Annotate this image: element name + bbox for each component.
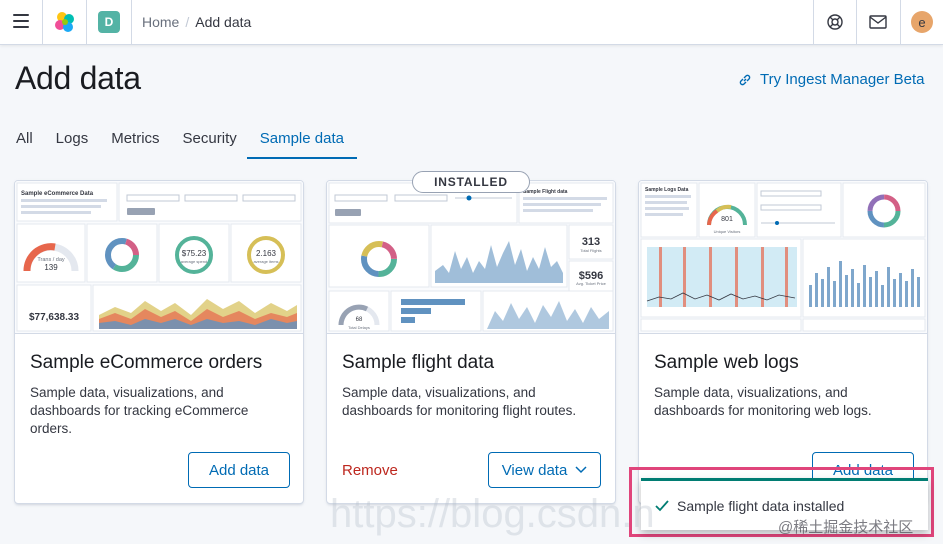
mail-icon[interactable] (868, 12, 888, 32)
button-label: Add data (832, 461, 894, 479)
breadcrumb-separator: / (185, 14, 190, 30)
view-flight-data-button[interactable]: View data (488, 452, 601, 488)
card-title: Sample web logs (654, 352, 799, 373)
ecommerce-donut2-caption: average items (253, 259, 278, 264)
user-avatar[interactable]: e (911, 11, 933, 33)
help-icon[interactable] (825, 12, 845, 32)
flight-preview-title: Sample Flight data (523, 189, 568, 195)
ecommerce-donut2-value: 2.163 (256, 249, 277, 258)
logs-dashboard-preview: Sample Logs Data 801 Unique Visitors (639, 181, 927, 334)
ecommerce-preview-title: Sample eCommerce Data (21, 191, 94, 197)
tab-security[interactable]: Security (182, 130, 237, 147)
logs-gauge-label: Unique Visitors (714, 229, 741, 234)
flight-gauge-label: Total Delays (348, 325, 370, 330)
flight-metric1-label: Total Flights (580, 248, 601, 253)
ecommerce-donut1-value: $75.23 (182, 249, 207, 258)
sample-ecommerce-card: Sample eCommerce Data Trans / day 139 $7… (14, 180, 304, 504)
button-label: View data (501, 461, 568, 479)
link-icon (739, 74, 751, 85)
header-divider (900, 0, 901, 44)
card-description: Sample data, visualizations, and dashboa… (30, 385, 249, 436)
breadcrumb-home[interactable]: Home (142, 14, 180, 30)
header-divider (86, 0, 87, 44)
card-description: Sample data, visualizations, and dashboa… (342, 385, 577, 418)
header-divider (42, 0, 43, 44)
check-icon (655, 499, 669, 511)
flight-metric2-label: Avg. Ticket Price (576, 281, 606, 286)
top-header: D Home / Add data e (0, 0, 943, 45)
card-title: Sample flight data (342, 352, 495, 373)
logs-preview-image: Sample Logs Data 801 Unique Visitors (639, 181, 927, 333)
ecommerce-gauge-label: Trans / day (37, 257, 65, 263)
menu-icon[interactable] (13, 14, 29, 28)
flight-preview-image: Sample Flight data 313 Total Flights $59… (327, 181, 615, 333)
space-selector-avatar[interactable]: D (98, 11, 120, 33)
flight-dashboard-preview: Sample Flight data 313 Total Flights $59… (327, 181, 615, 334)
button-label: Add data (208, 461, 270, 479)
ingest-manager-link[interactable]: Try Ingest Manager Beta (738, 71, 925, 88)
breadcrumb-current: Add data (195, 14, 252, 30)
card-description: Sample data, visualizations, and dashboa… (654, 385, 872, 418)
ecommerce-preview-image: Sample eCommerce Data Trans / day 139 $7… (15, 181, 303, 333)
elastic-logo-icon[interactable] (54, 11, 76, 33)
ecommerce-dashboard-preview: Sample eCommerce Data Trans / day 139 $7… (15, 181, 303, 334)
header-divider (813, 0, 814, 44)
tab-bar: All Logs Metrics Security Sample data (16, 128, 380, 159)
tab-metrics[interactable]: Metrics (111, 130, 160, 147)
sample-flight-card: Sample Flight data 313 Total Flights $59… (326, 180, 616, 504)
logs-gauge-value: 801 (721, 216, 733, 223)
tab-sample-data[interactable]: Sample data (246, 128, 358, 159)
logs-preview-title: Sample Logs Data (645, 187, 689, 193)
chevron-down-icon (575, 466, 587, 474)
card-title: Sample eCommerce orders (30, 352, 263, 373)
community-watermark: @稀土掘金技术社区 (778, 519, 914, 536)
sample-web-logs-card: Sample Logs Data 801 Unique Visitors (638, 180, 928, 504)
ecommerce-total-value: $77,638.33 (29, 312, 79, 323)
remove-flight-data-button[interactable]: Remove (342, 462, 398, 479)
success-toast: Sample flight data installed (641, 478, 928, 530)
ecommerce-donut1-caption: average spend (181, 259, 207, 264)
tab-all[interactable]: All (16, 130, 33, 147)
page-title: Add data (15, 60, 141, 96)
ecommerce-gauge-value: 139 (44, 263, 58, 272)
header-divider (131, 0, 132, 44)
flight-metric1-value: 313 (582, 236, 600, 248)
installed-badge: INSTALLED (412, 171, 530, 193)
toast-message: Sample flight data installed (677, 497, 845, 514)
breadcrumb: Home / Add data (142, 14, 251, 30)
tab-logs[interactable]: Logs (55, 130, 89, 147)
toast-highlight-frame (629, 467, 934, 537)
flight-metric2-value: $596 (579, 270, 603, 282)
add-ecommerce-data-button[interactable]: Add data (188, 452, 290, 488)
flight-gauge-value: 68 (356, 317, 363, 323)
ingest-manager-label: Try Ingest Manager Beta (760, 71, 925, 88)
header-divider (856, 0, 857, 44)
